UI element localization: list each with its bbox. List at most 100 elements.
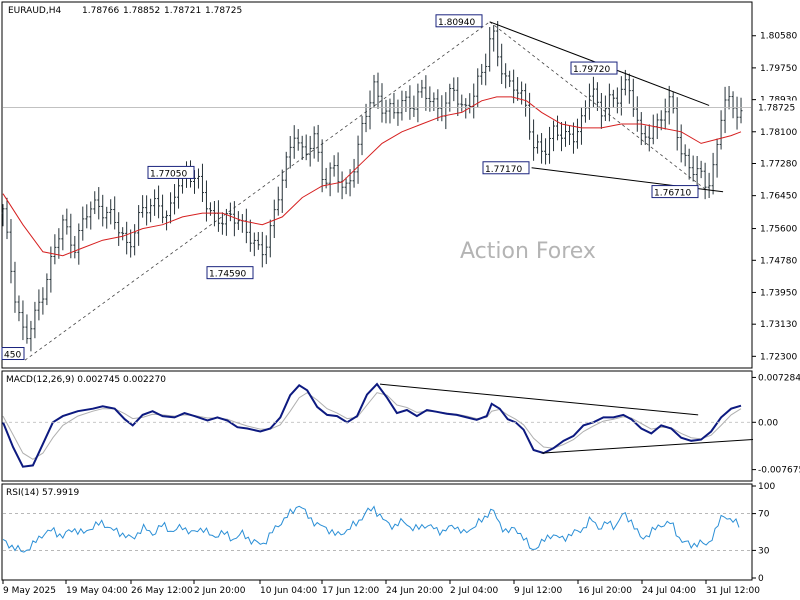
price-bar [256, 232, 260, 250]
price-level-text: 1.74590 [209, 270, 246, 280]
price-bar [33, 301, 37, 339]
price-bar [137, 205, 141, 246]
price-bar [248, 219, 252, 252]
price-bar [304, 134, 308, 161]
rsi-title: RSI(14) 57.9919 [6, 488, 79, 498]
x-axis: 9 May 2025 19 May 04:00 26 May 12:00 2 Jun … [2, 580, 760, 596]
price-bar [615, 87, 619, 114]
price-bar [496, 21, 500, 67]
price-bar [252, 232, 256, 257]
price-bar [460, 94, 464, 112]
price-bar [360, 115, 364, 156]
price-bar [623, 69, 627, 96]
price-bar [388, 98, 392, 124]
macd-y-axis: 0.007284 0.00 -0.007675 [3, 373, 800, 476]
price-bar [73, 235, 77, 259]
price-bar [5, 197, 9, 240]
price-bar [13, 261, 17, 313]
price-bar [316, 124, 320, 162]
price-header-close: 1.78725 [205, 6, 242, 16]
price-bar [61, 214, 65, 251]
price-bar [336, 152, 340, 193]
price-bar [320, 139, 324, 193]
price-bar [484, 53, 488, 86]
rsi-lines [2, 505, 751, 553]
price-bar [380, 83, 384, 123]
current-price-marker: 1.78725 [3, 100, 799, 114]
price-bar [37, 289, 41, 321]
price-header-high: 1.78852 [123, 6, 160, 16]
price-bar [635, 96, 639, 132]
price-bar [65, 208, 69, 235]
price-level-box [435, 14, 483, 28]
price-bar [125, 221, 129, 255]
price-y-tick-label: 1.78100 [760, 128, 797, 138]
price-bar [452, 77, 456, 102]
price-bar [603, 95, 607, 121]
price-bar [436, 89, 440, 122]
price-bar [671, 92, 675, 114]
price-bar [161, 194, 165, 224]
price-y-tick-label: 1.75600 [760, 225, 797, 235]
price-bar [133, 224, 137, 256]
price-bar [101, 194, 105, 227]
price-header-symbol: EURAUD,H4 [8, 6, 61, 16]
price-level-label: 1.77050 [147, 165, 195, 179]
x-tick-label: 16 Jul 20:00 [578, 586, 632, 596]
macd-panel-frame [1, 370, 753, 482]
price-bar [264, 235, 268, 265]
price-bar [97, 187, 101, 220]
price-bar [552, 120, 556, 152]
price-bar [21, 300, 25, 341]
price-bar [464, 98, 468, 119]
rsi-line [2, 505, 740, 553]
price-y-tick-label: 1.80580 [760, 32, 797, 42]
price-bar [611, 89, 615, 108]
x-tick-label: 17 Jun 12:00 [322, 586, 379, 596]
price-bar [344, 177, 348, 195]
rsi-y-axis: 100 70 30 0 [752, 482, 775, 584]
price-bar [384, 99, 388, 124]
price-bar [376, 72, 380, 109]
price-bar [121, 227, 125, 241]
price-bar [356, 135, 360, 184]
price-bar [272, 199, 276, 239]
price-bar [25, 314, 29, 344]
price-y-tick-label: 1.73950 [760, 288, 797, 298]
price-bar [400, 90, 404, 121]
price-y-tick-label: 1.79750 [760, 64, 797, 74]
price-y-tick-label: 1.72300 [760, 352, 797, 362]
price-bar [149, 198, 153, 223]
price-level-box [482, 161, 530, 175]
price-bar [300, 135, 304, 160]
price-bar [308, 135, 312, 167]
price-bar [77, 223, 81, 265]
price-level-box [651, 185, 699, 199]
price-bar [1, 204, 5, 227]
dashed-trend-line [489, 21, 707, 191]
price-bar [536, 134, 540, 154]
price-bar [288, 136, 292, 169]
price-bar [236, 211, 240, 230]
price-bar [157, 185, 161, 219]
price-bar [731, 91, 735, 119]
price-bar [579, 107, 583, 145]
price-bar [17, 295, 21, 322]
price-bar [165, 210, 169, 231]
price-bar [296, 129, 300, 151]
x-tick-label: 2 Jul 04:00 [450, 586, 499, 596]
price-level-text: 1.80940 [438, 18, 475, 28]
price-bar [196, 168, 200, 189]
price-bar [727, 85, 731, 110]
price-level-label: 1.76710 [651, 185, 699, 199]
price-bar [173, 184, 177, 215]
macd-signal-line [2, 392, 742, 460]
price-bar [177, 175, 181, 209]
price-bar [631, 78, 635, 117]
price-bar [260, 231, 264, 268]
price-bar [659, 110, 663, 131]
price-level-labels: 1.80940 1.79720 1.77050 1.77170 1.76710 1.745… [1, 14, 699, 361]
price-dashed-lines [24, 21, 707, 361]
price-bar [571, 122, 575, 154]
macd-main-line [2, 382, 742, 468]
